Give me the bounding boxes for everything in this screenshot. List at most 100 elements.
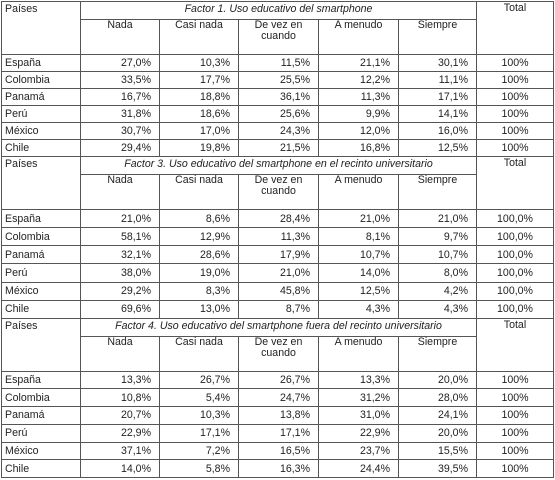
total-cell: 100,0% [476,209,554,229]
percentage-cell: 11,3% [238,227,319,247]
percentage-cell: 7,2% [159,441,239,461]
country-cell: Panamá [1,88,81,107]
percentage-cell: 30,1% [398,54,477,73]
percentage-cell: 17,1% [238,423,319,443]
percentage-cell: 11,3% [318,88,399,107]
percentage-cell: 8,3% [159,281,239,301]
country-cell: España [1,370,81,390]
percentage-cell: 23,7% [318,441,399,461]
total-cell: 100% [476,139,554,158]
country-cell: México [1,122,81,141]
percentage-cell: 36,1% [238,88,319,107]
percentage-cell: 21,5% [238,139,319,158]
section-header-row: Países Factor 1. Uso educativo del smartp… [1,0,554,56]
total-cell: 100,0% [476,299,554,319]
percentage-cell: 10,3% [159,406,239,425]
percentage-cell: 12,5% [318,281,399,301]
percentage-cell: 14,0% [318,263,399,283]
column-header: Casi nada [159,335,239,372]
country-column-header: Países [1,317,81,372]
percentage-cell: 24,7% [238,388,319,408]
country-cell: Panamá [1,406,81,425]
table-row: Perú 22,9% 17,1% 17,1% 22,9% 20,0% 100% [1,423,554,443]
column-header: Nada [80,19,160,56]
percentage-cell: 24,1% [398,406,477,425]
total-cell: 100% [476,406,554,425]
percentage-cell: 13,0% [159,299,239,319]
country-column-header: Países [1,0,81,56]
country-cell: Perú [1,263,81,283]
percentage-cell: 21,0% [398,209,477,229]
percentage-cell: 10,7% [318,245,399,265]
percentage-cell: 18,8% [159,88,239,107]
table-row: Panamá 32,1% 28,6% 17,9% 10,7% 10,7% 100,0% [1,245,554,265]
percentage-cell: 21,0% [80,209,160,229]
column-header: A menudo [318,19,399,56]
table-row: México 29,2% 8,3% 45,8% 12,5% 4,2% 100,0% [1,281,554,301]
column-header: De vez en cuando [238,335,319,372]
percentage-cell: 32,1% [80,245,160,265]
percentage-cell: 18,6% [159,105,239,124]
table-row: México 30,7% 17,0% 24,3% 12,0% 16,0% 100% [1,122,554,141]
factor-title: Factor 1. Uso educativo del smartphone [80,0,477,21]
table-row: España 13,3% 26,7% 26,7% 13,3% 20,0% 100% [1,370,554,390]
total-cell: 100,0% [476,281,554,301]
percentage-cell: 8,7% [238,299,319,319]
percentage-cell: 11,1% [398,71,477,90]
table-row: Perú 31,8% 18,6% 25,6% 9,9% 14,1% 100% [1,105,554,124]
table-row: Chile 14,0% 5,8% 16,3% 24,4% 39,5% 100% [1,459,554,478]
percentage-cell: 4,3% [318,299,399,319]
country-cell: México [1,281,81,301]
total-cell: 100,0% [476,227,554,247]
percentage-cell: 39,5% [398,459,477,478]
percentage-cell: 14,1% [398,105,477,124]
column-header: Siempre [398,335,477,372]
country-cell: Chile [1,139,81,158]
section-header-row: Países Factor 3. Uso educativo del smartp… [1,156,554,211]
column-header-row: Nada Casi nada De vez en cuando A menudo Sie… [2,174,554,211]
percentage-cell: 14,0% [80,459,160,478]
percentage-cell: 8,6% [159,209,239,229]
percentage-cell: 5,8% [159,459,239,478]
table-row: Perú 38,0% 19,0% 21,0% 14,0% 8,0% 100,0% [1,263,554,283]
table-row: México 37,1% 7,2% 16,5% 23,7% 15,5% 100% [1,441,554,461]
percentage-cell: 38,0% [80,263,160,283]
column-header: De vez en cuando [238,19,319,56]
column-header: Siempre [398,19,477,56]
percentage-cell: 37,1% [80,441,160,461]
percentage-cell: 21,0% [238,263,319,283]
total-column-header: Total [476,156,554,211]
factor-title: Factor 3. Uso educativo del smartphone e… [80,156,477,176]
total-cell: 100,0% [476,245,554,265]
total-cell: 100% [476,122,554,141]
percentage-cell: 9,7% [398,227,477,247]
percentage-cell: 28,4% [238,209,319,229]
total-cell: 100% [476,71,554,90]
percentage-cell: 69,6% [80,299,160,319]
percentage-cell: 10,7% [398,245,477,265]
percentage-cell: 8,0% [398,263,477,283]
country-cell: Panamá [1,245,81,265]
country-column-header: Países [1,156,81,211]
percentage-cell: 20,7% [80,406,160,425]
percentage-cell: 8,1% [318,227,399,247]
country-cell: México [1,441,81,461]
percentage-cell: 16,8% [318,139,399,158]
percentage-cell: 12,9% [159,227,239,247]
percentage-cell: 25,6% [238,105,319,124]
section-header-row: Países Factor 4. Uso educativo del smartp… [1,317,554,372]
percentage-cell: 22,9% [80,423,160,443]
percentage-cell: 33,5% [80,71,160,90]
table-row: Colombia 33,5% 17,7% 25,5% 12,2% 11,1% 100% [1,71,554,90]
total-cell: 100% [476,459,554,478]
percentage-cell: 4,2% [398,281,477,301]
percentage-cell: 12,5% [398,139,477,158]
percentage-cell: 9,9% [318,105,399,124]
total-cell: 100% [476,388,554,408]
percentage-cell: 17,0% [159,122,239,141]
percentage-cell: 26,7% [238,370,319,390]
percentage-cell: 13,8% [238,406,319,425]
percentage-cell: 16,3% [238,459,319,478]
table-row: Colombia 58,1% 12,9% 11,3% 8,1% 9,7% 100,0% [1,227,554,247]
percentage-cell: 12,0% [318,122,399,141]
